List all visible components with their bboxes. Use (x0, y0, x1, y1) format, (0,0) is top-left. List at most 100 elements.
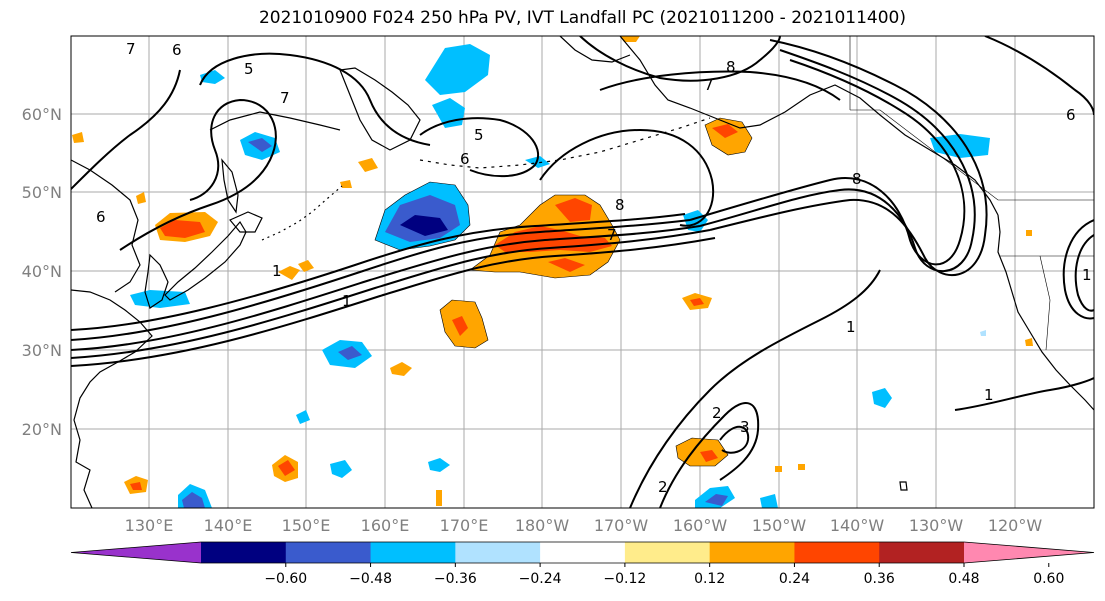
lat-label: 50°N (22, 183, 62, 202)
contour-label: 7 (607, 226, 617, 244)
shade-neg-region (428, 458, 450, 472)
shade-pos-region (160, 220, 205, 238)
colorbar-tick-label: 0.36 (864, 571, 895, 587)
colorbar-box (285, 542, 372, 563)
pv-contours (71, 36, 1094, 508)
coastline-sakhalin (221, 158, 239, 214)
shade-pos-region (555, 198, 592, 222)
shade-pos-region (712, 124, 738, 138)
shade-pos-region (278, 266, 300, 280)
shade-pos-region (1026, 230, 1032, 236)
colorbar-tick-label: −0.36 (434, 571, 477, 587)
coastline-alaska-west (559, 36, 631, 63)
contour-label: 6 (1066, 106, 1076, 124)
lon-axis: 130°E 140°E 150°E 160°E 170°E 180°W 170°… (125, 516, 1043, 535)
shade-neg-region (400, 215, 448, 236)
shade-neg-region (248, 138, 272, 152)
shade-pos-region (136, 192, 146, 204)
coastline-na-west (997, 214, 1094, 411)
colorbar-box (879, 542, 965, 563)
coastline-aleutians (419, 117, 711, 169)
shade-neg-region (182, 492, 205, 508)
shade-neg-region (130, 290, 190, 308)
contour-label: 1 (342, 292, 352, 310)
coastline-asia-north (71, 159, 141, 293)
lon-label: 140°E (204, 516, 253, 535)
colorbar-outline (70, 541, 1095, 564)
shade-pos-region (390, 362, 412, 376)
shade-pos-region (358, 158, 378, 172)
contour-labels: 7 6 5 7 6 5 6 1 7 8 8 6 7 8 1 1 1 2 3 2 … (96, 40, 1092, 496)
map-frame-border (70, 35, 1095, 509)
lat-label: 40°N (22, 262, 62, 281)
lon-label: 160°W (673, 516, 728, 535)
graticule (71, 36, 1094, 508)
colorbar (70, 541, 1095, 564)
colorbar-tick-label: 0.24 (779, 571, 810, 587)
contour-label: 1 (272, 262, 282, 280)
shade-pos-region (690, 298, 704, 306)
colorbar-box (455, 542, 541, 563)
shade-neg-region (872, 388, 892, 408)
shade-pos-region (298, 260, 314, 272)
colorbar-tick-label: 0.48 (948, 571, 979, 587)
shade-neg-region (296, 410, 310, 424)
lon-label: 140°W (830, 516, 885, 535)
coastline-asia (71, 289, 153, 508)
contour-label: 8 (852, 170, 862, 188)
colorbar-tick-label: −0.24 (519, 571, 562, 587)
coastline-hawaii (899, 481, 908, 491)
shade-pos-region (1025, 338, 1033, 346)
contour-label: 5 (474, 126, 484, 144)
lon-label: 160°E (361, 516, 410, 535)
lon-label: 150°E (282, 516, 331, 535)
colorbar-tick-label: −0.60 (264, 571, 307, 587)
contour-label: 8 (726, 58, 736, 76)
colorbar-box (370, 542, 456, 563)
shade-neg-region (425, 44, 490, 95)
shade-pos-region (130, 482, 142, 490)
shade-pos-region (452, 316, 468, 336)
lon-label: 130°W (909, 516, 964, 535)
shade-pos-region (340, 180, 352, 188)
map-title: 2021010900 F024 250 hPa PV, IVT Landfall… (258, 8, 906, 28)
colorbar-tick-label: −0.12 (603, 571, 646, 587)
coastline-kamchatka (339, 67, 421, 151)
coastline-korea (144, 253, 169, 309)
coastline-hokkaido (229, 211, 263, 233)
contour-label: 3 (740, 418, 750, 436)
colorbar-box (201, 542, 287, 563)
contour-label: 7 (126, 40, 136, 58)
shade-neg-region (980, 330, 986, 336)
shade-pos-region (620, 36, 640, 42)
coastline-kurils (261, 185, 343, 241)
shade-pos-region (548, 258, 585, 272)
coastline-okhotsk (209, 111, 341, 131)
colorbar-tick-label: 0.60 (1033, 571, 1064, 587)
shade-neg-region (760, 494, 778, 508)
lat-label: 60°N (22, 105, 62, 124)
colorbar-tick-label: −0.48 (349, 571, 392, 587)
shade-pos-region (775, 466, 782, 472)
contour-label: 1 (846, 318, 856, 336)
contour-label: 7 (280, 89, 290, 107)
shade-pos-region (436, 490, 442, 506)
colorbar-tick-label: 0.12 (694, 571, 725, 587)
colorbar-extend-high (964, 542, 1094, 563)
lon-label: 170°E (440, 516, 489, 535)
shade-neg-region (338, 346, 362, 360)
lon-label: 150°W (752, 516, 807, 535)
contour-label: 6 (460, 150, 470, 168)
shade-pos-region (798, 464, 805, 470)
lat-label: 20°N (22, 420, 62, 439)
contour-label: 1 (984, 386, 994, 404)
lon-label: 130°E (125, 516, 174, 535)
contour-label: 2 (712, 404, 722, 422)
colorbar-ticks: −0.60 −0.48 −0.36 −0.24 −0.12 0.12 0.24 0.36 0.4… (264, 563, 1064, 587)
shade-neg-region (705, 494, 728, 506)
shade-pos-region (700, 450, 718, 462)
lon-label: 120°W (988, 516, 1043, 535)
contour-label: 1 (1082, 266, 1092, 284)
colorbar-extend-low (71, 542, 201, 563)
